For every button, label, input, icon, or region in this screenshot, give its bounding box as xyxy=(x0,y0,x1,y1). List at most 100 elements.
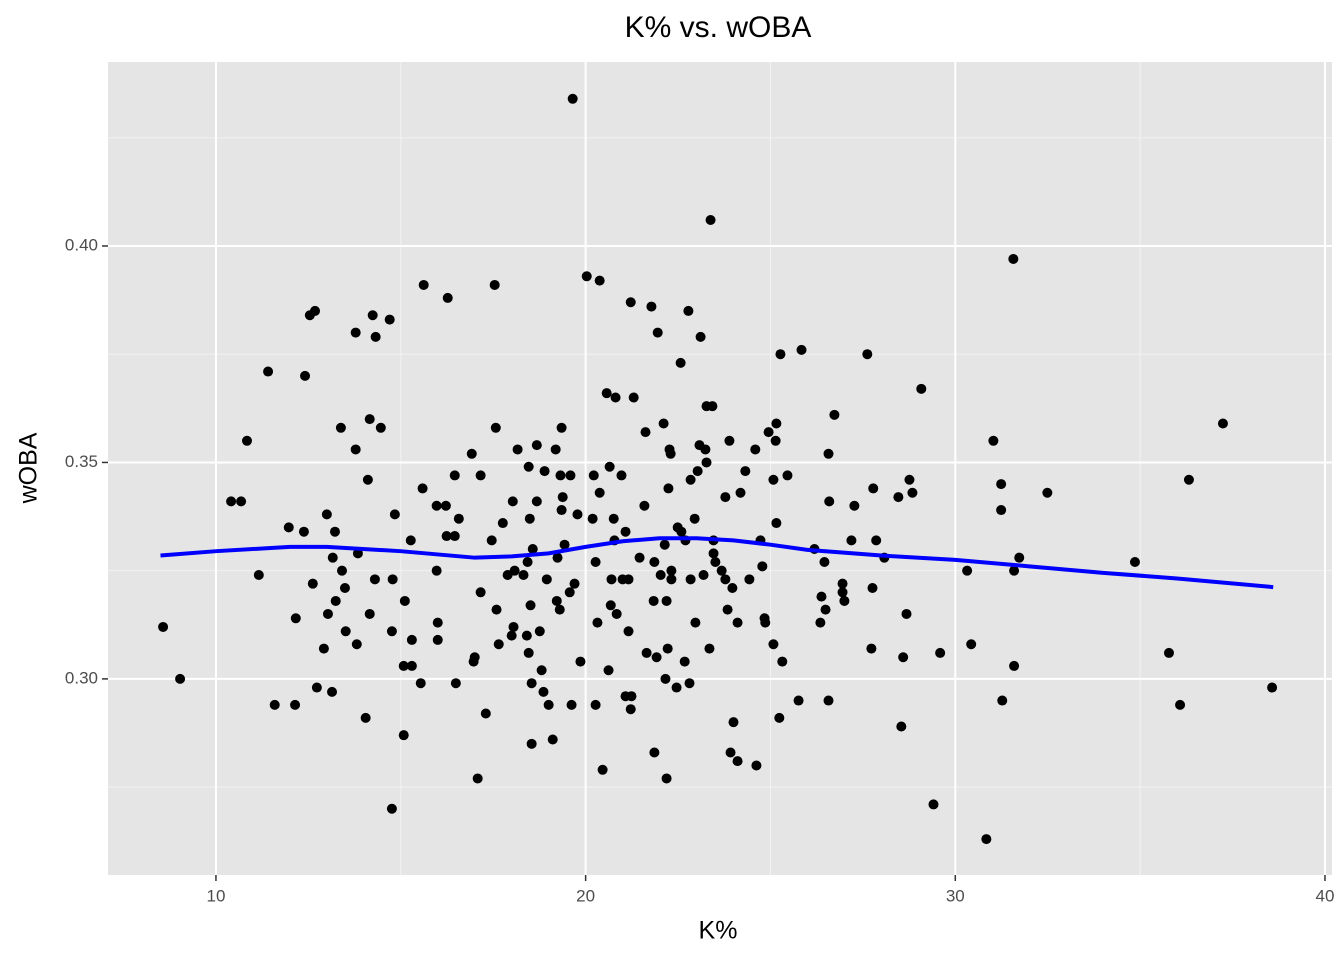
point xyxy=(796,344,807,355)
point xyxy=(556,505,567,516)
point xyxy=(679,656,690,667)
point xyxy=(567,93,578,104)
point xyxy=(862,349,873,360)
point xyxy=(649,557,660,568)
point xyxy=(725,747,736,758)
point xyxy=(575,656,586,667)
point xyxy=(732,617,743,628)
point xyxy=(384,314,395,325)
point xyxy=(398,660,409,671)
point xyxy=(815,617,826,628)
point xyxy=(389,509,400,520)
point xyxy=(701,457,712,468)
point xyxy=(432,634,443,645)
y-tick-label: 0.35 xyxy=(65,452,98,471)
point xyxy=(981,834,992,845)
point xyxy=(364,608,375,619)
point xyxy=(740,466,751,477)
point xyxy=(406,660,417,671)
point xyxy=(450,678,461,689)
point xyxy=(666,565,677,576)
point xyxy=(543,699,554,710)
point xyxy=(534,626,545,637)
point xyxy=(675,357,686,368)
y-tick-label: 0.30 xyxy=(65,668,98,687)
point xyxy=(386,803,397,814)
point xyxy=(898,652,909,663)
point xyxy=(369,574,380,585)
marks xyxy=(158,93,1278,845)
point xyxy=(526,678,537,689)
y-tick-label: 0.40 xyxy=(65,235,98,254)
point xyxy=(490,422,501,433)
point xyxy=(996,479,1007,490)
point xyxy=(1183,474,1194,485)
point xyxy=(321,509,332,520)
grid xyxy=(108,62,1332,875)
point xyxy=(497,518,508,529)
point xyxy=(175,673,186,684)
point xyxy=(705,215,716,226)
point xyxy=(538,686,549,697)
point xyxy=(720,574,731,585)
point xyxy=(774,712,785,723)
point xyxy=(523,461,534,472)
point xyxy=(555,470,566,481)
point xyxy=(351,639,362,650)
point xyxy=(603,665,614,676)
point xyxy=(367,310,378,321)
point xyxy=(763,427,774,438)
point xyxy=(398,730,409,741)
point xyxy=(750,444,761,455)
point xyxy=(782,470,793,481)
point xyxy=(581,271,592,282)
smooth-line xyxy=(160,536,1274,590)
point xyxy=(370,331,381,342)
point xyxy=(559,539,570,550)
point xyxy=(646,301,657,312)
point xyxy=(676,526,687,537)
point xyxy=(649,747,660,758)
point xyxy=(526,738,537,749)
point xyxy=(606,574,617,585)
point xyxy=(683,305,694,316)
point xyxy=(768,639,779,650)
point xyxy=(556,422,567,433)
point xyxy=(551,595,562,606)
point xyxy=(690,617,701,628)
point xyxy=(771,518,782,529)
point xyxy=(1217,418,1228,429)
point xyxy=(340,626,351,637)
point xyxy=(569,578,580,589)
point xyxy=(298,526,309,537)
point xyxy=(626,691,637,702)
point xyxy=(732,756,743,767)
point xyxy=(475,470,486,481)
point xyxy=(662,643,673,654)
point xyxy=(489,279,500,290)
point xyxy=(623,626,634,637)
point xyxy=(648,595,659,606)
point xyxy=(364,414,375,425)
point xyxy=(588,470,599,481)
point xyxy=(824,496,835,507)
point xyxy=(1014,552,1025,563)
point xyxy=(399,595,410,606)
point xyxy=(415,678,426,689)
point xyxy=(449,470,460,481)
point xyxy=(507,496,518,507)
point xyxy=(307,578,318,589)
point xyxy=(616,470,627,481)
point xyxy=(666,574,677,585)
point xyxy=(480,708,491,719)
point xyxy=(634,552,645,563)
point xyxy=(849,500,860,511)
point xyxy=(590,699,601,710)
point xyxy=(318,643,329,654)
point xyxy=(418,279,429,290)
point xyxy=(290,699,301,710)
point xyxy=(625,297,636,308)
point xyxy=(658,418,669,429)
point xyxy=(431,565,442,576)
